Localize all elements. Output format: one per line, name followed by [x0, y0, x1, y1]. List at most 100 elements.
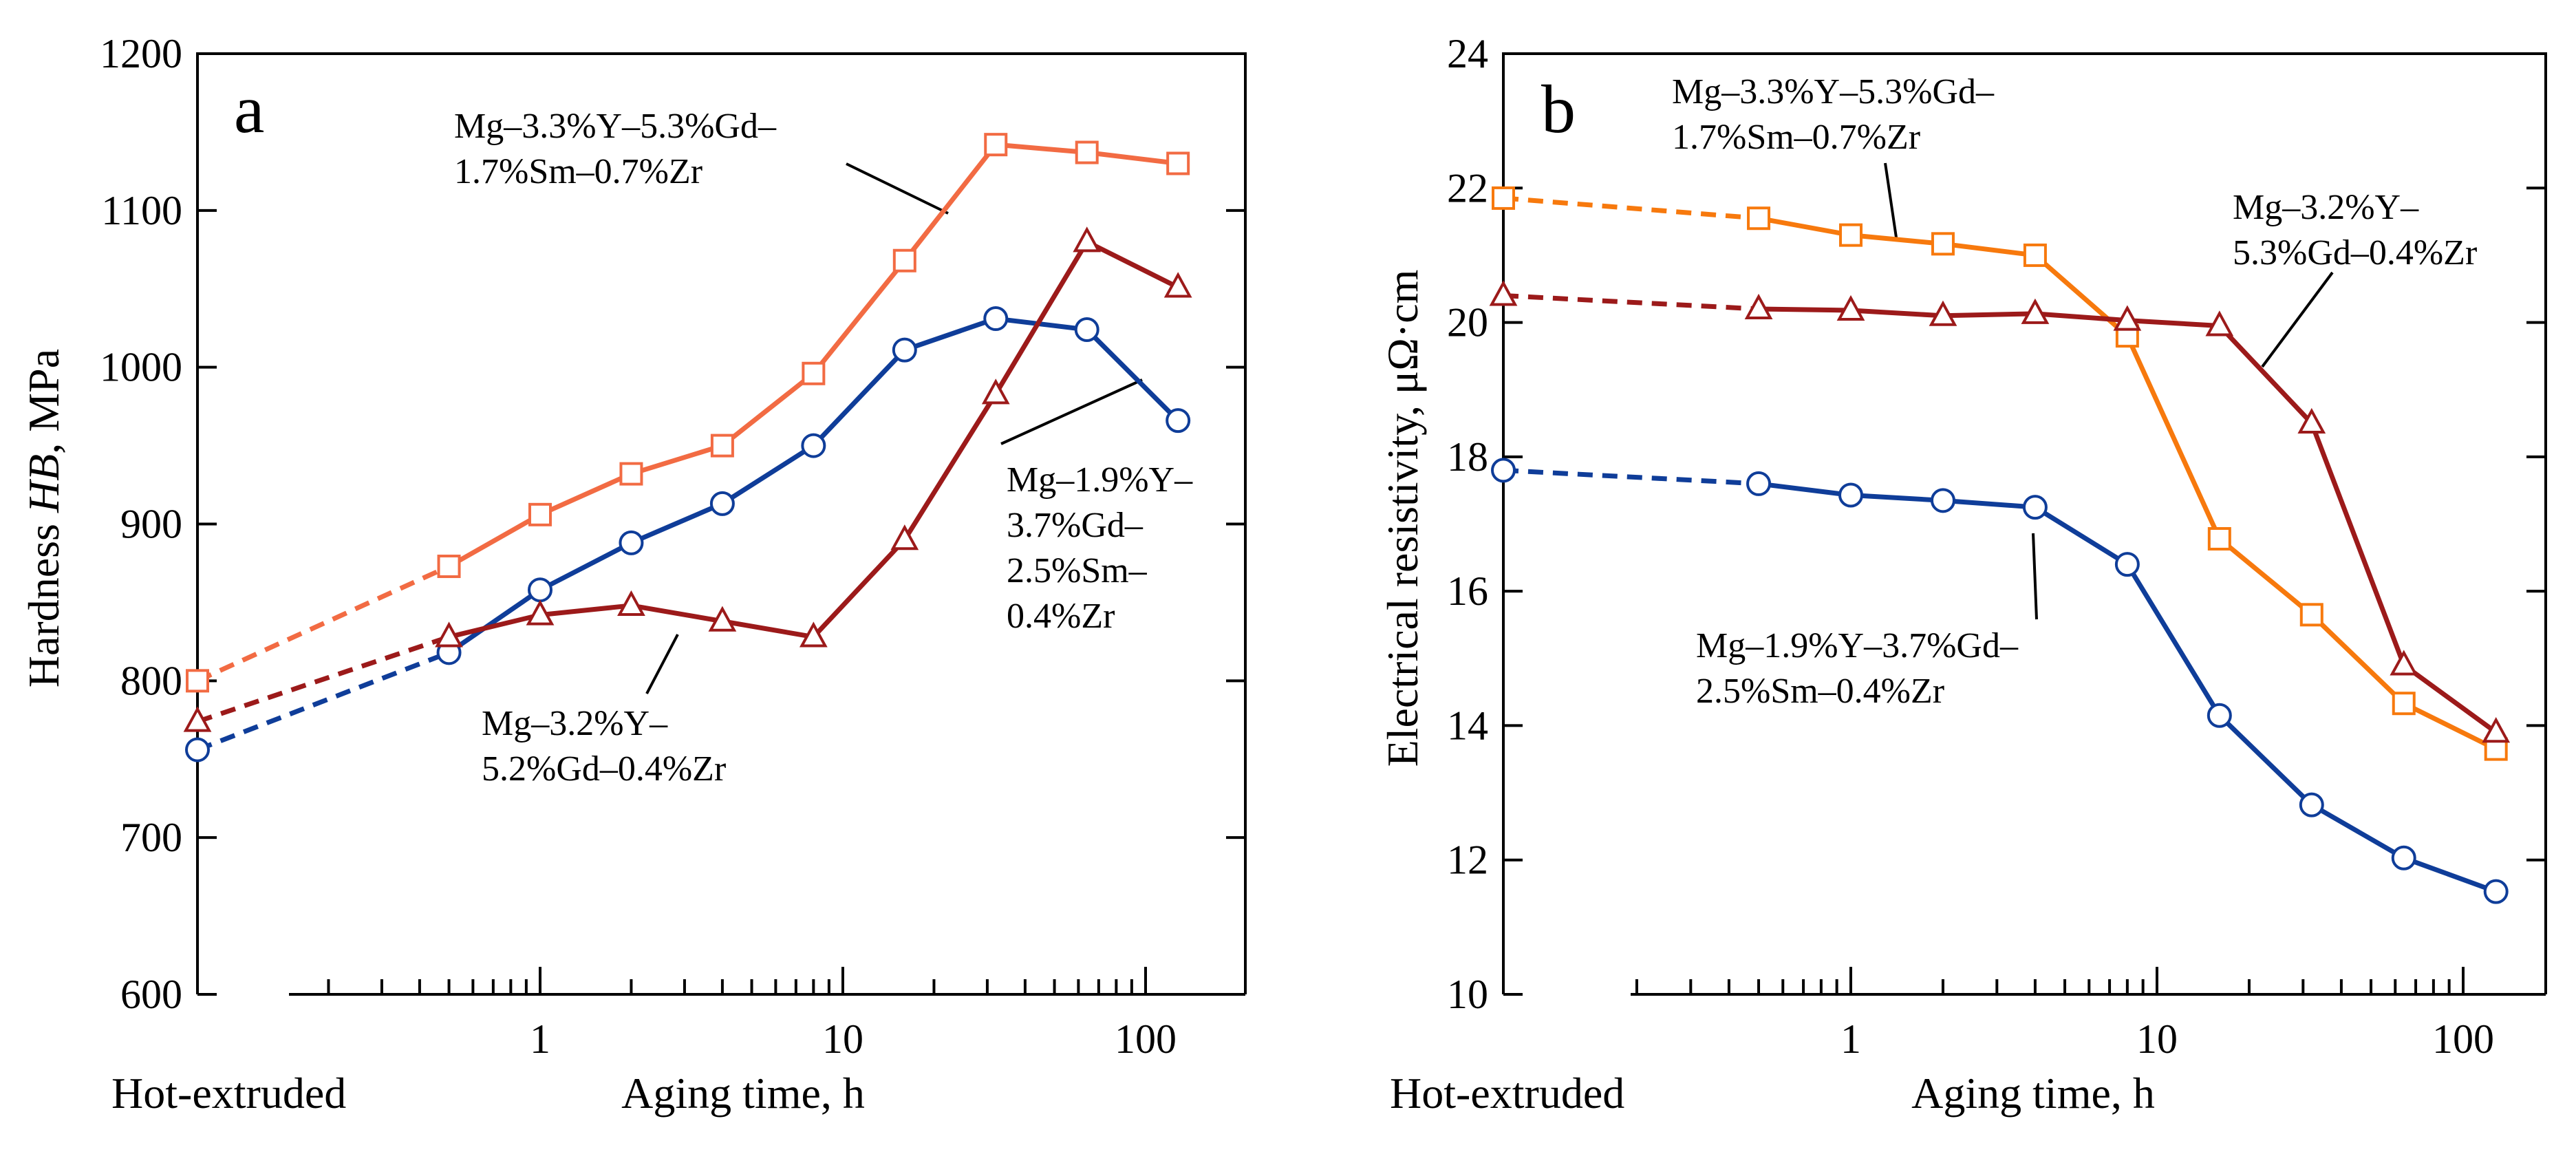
panel-b-series-0-point	[2299, 603, 2323, 627]
panel-a-label-sm25-line4: 0.4%Zr	[1007, 597, 1115, 636]
panel-a-y-tick-label: 900	[120, 502, 182, 547]
panel-b-series-0-point	[1747, 206, 1771, 231]
panel-b: b Electrical resistivity, μΩ·cm Hot-extr…	[1378, 71, 2477, 1118]
panel-a-series-1-point	[185, 737, 210, 762]
panel-a-series-2-point	[526, 599, 555, 626]
panel-a-y-tick-label: 700	[120, 815, 182, 860]
panel-a-series-1-dashed-line	[196, 650, 450, 752]
panel-a-series-2-point	[981, 378, 1010, 405]
panel-b-x-tick-label: 10	[2136, 1016, 2178, 1062]
panel-b-x-start-label: Hot-extruded	[1390, 1069, 1624, 1118]
panel-a-series-2-point	[183, 706, 212, 732]
panel-a-series-2-point	[1163, 272, 1192, 298]
panel-a-series-0-point	[1166, 151, 1190, 175]
panel-a-series-0-point	[619, 462, 643, 486]
panel-a-series-2-point	[617, 590, 645, 616]
panel-b-series-2-dashed-line	[1503, 467, 1759, 487]
panel-b-series-0-point	[1931, 232, 1955, 256]
panel-a-ylabel-prefix: Hardness	[19, 513, 68, 687]
panel-a-label-sm25-line2: 3.7%Gd–	[1007, 506, 1144, 545]
panel-b-series-2-point	[1491, 458, 1516, 483]
panel-b-series-2-point	[1930, 488, 1955, 513]
panel-b-label-sm25-line1: Mg–1.9%Y–3.7%Gd–	[1696, 626, 2019, 665]
panel-b-series-1-point	[2390, 650, 2418, 676]
panel-b-series-1-line	[1758, 306, 2498, 735]
panel-b-label-sm07-line1: Mg–3.3%Y–5.3%Gd–	[1672, 72, 1995, 111]
panel-a-label-nosm-line1: Mg–3.2%Y–	[482, 704, 668, 743]
panel-a-series-2-point	[799, 621, 828, 648]
panel-b-y-tick-label: 24	[1447, 31, 1488, 76]
panel-b-series-1-point	[1929, 300, 1957, 326]
panel-b-series-1-point	[1836, 295, 1865, 321]
panel-a-label-sm07-line1: Mg–3.3%Y–5.3%Gd–	[454, 107, 777, 146]
panel-a-series-2-point	[1073, 226, 1102, 253]
panel-a-ylabel-suffix: , MPa	[19, 349, 68, 454]
panel-a-x-tick-label: 10	[822, 1016, 863, 1062]
panel-b-y-tick-label: 14	[1447, 703, 1488, 748]
panel-b-frame	[1502, 52, 2547, 994]
panel-b-series-2-point	[2299, 792, 2324, 818]
panel-b-series-1-dashed-line	[1503, 293, 1759, 312]
panel-a-series-0-dashed-line	[196, 564, 450, 683]
panel-b-label-nosm-line1: Mg–3.2%Y–	[2233, 188, 2419, 227]
panel-a-label-nosm-line2: 5.2%Gd–0.4%Zr	[482, 749, 726, 789]
panel-b-x-tick-label: 100	[2432, 1016, 2494, 1062]
panel-a-series-2-point	[890, 524, 919, 551]
panel-b-series-2-point	[2207, 703, 2232, 728]
panel-b-series-2-point	[1746, 471, 1772, 496]
panel-a: a Hardness HB, MPa Hot-extruded Aging ti…	[19, 71, 1193, 1118]
panel-a-series-1-point	[892, 337, 917, 363]
panel-a-series-0-point	[528, 502, 552, 526]
panel-a-series-0-point	[802, 361, 826, 385]
panel-b-y-tick-label: 16	[1447, 568, 1488, 614]
panel-b-label-sm07: Mg–3.3%Y–5.3%Gd– 1.7%Sm–0.7%Zr	[1672, 72, 1995, 157]
panel-b-y-tick-label: 12	[1447, 837, 1488, 883]
panel-b-series-1-point	[2205, 310, 2234, 336]
panel-a-y-tick-label: 1000	[100, 345, 182, 390]
panel-b-series-1-point	[1744, 293, 1773, 320]
panel-a-leader-sm07	[846, 162, 949, 215]
panel-b-series-0-point	[1839, 223, 1863, 247]
panel-a-series-1-point	[1166, 408, 1191, 434]
panel-a-letter: a	[234, 71, 264, 147]
panel-b-label-sm07-line2: 1.7%Sm–0.7%Zr	[1672, 118, 1920, 157]
panel-b-series-2-point	[1838, 482, 1863, 508]
panel-a-series-2-point	[435, 621, 463, 648]
panel-b-series-1-point	[1489, 280, 1518, 306]
panel-b-series-2-point	[2483, 879, 2509, 904]
panel-a-series-1-point	[983, 306, 1009, 332]
panel-b-series-0-dashed-line	[1503, 195, 1759, 221]
panel-b-series-2-point	[2391, 845, 2416, 870]
panel-a-series-0-point	[437, 555, 461, 579]
panel-b-series-1-point	[2482, 717, 2511, 743]
panel-a-series-0-point	[710, 434, 734, 458]
panel-b-series-1-point	[2113, 305, 2142, 331]
panel-a-series-1-point	[619, 530, 644, 555]
panel-a-x-tick-label: 1	[530, 1016, 550, 1062]
panel-a-x-tick-label: 100	[1115, 1016, 1177, 1062]
panel-b-series-2-point	[2114, 552, 2140, 577]
panel-b-label-nosm: Mg–3.2%Y– 5.3%Gd–0.4%Zr	[2233, 188, 2477, 273]
panel-a-ylabel: Hardness HB, MPa	[19, 349, 68, 687]
panel-a-leader-sm25	[1000, 378, 1143, 445]
panel-b-leader-sm07	[1884, 162, 1898, 238]
panel-b-series-1-point	[2021, 298, 2050, 324]
panel-b-ylabel: Electrical resistivity, μΩ·cm	[1378, 270, 1427, 767]
panel-b-label-sm25-line2: 2.5%Sm–0.4%Zr	[1696, 672, 1944, 711]
panel-a-y-tick-label: 1100	[101, 188, 182, 233]
panel-b-series-0-point	[2023, 243, 2047, 267]
panel-a-label-nosm: Mg–3.2%Y– 5.2%Gd–0.4%Zr	[482, 704, 726, 789]
panel-a-xlabel: Aging time, h	[621, 1069, 865, 1118]
panel-a-label-sm25-line1: Mg–1.9%Y–	[1007, 460, 1193, 500]
panel-b-label-nosm-line2: 5.3%Gd–0.4%Zr	[2233, 233, 2477, 273]
panel-a-series-2-dashed-line	[196, 634, 450, 724]
panel-a-series-0-line	[447, 142, 1179, 569]
panel-a-label-sm07-line2: 1.7%Sm–0.7%Zr	[454, 152, 702, 191]
panel-a-series-0-point	[186, 669, 209, 693]
panel-a-series-2-point	[708, 606, 737, 632]
panel-b-y-tick-label: 10	[1447, 972, 1488, 1017]
panel-a-y-tick-label: 600	[120, 972, 182, 1017]
panel-a-label-sm07: Mg–3.3%Y–5.3%Gd– 1.7%Sm–0.7%Zr	[454, 107, 777, 191]
